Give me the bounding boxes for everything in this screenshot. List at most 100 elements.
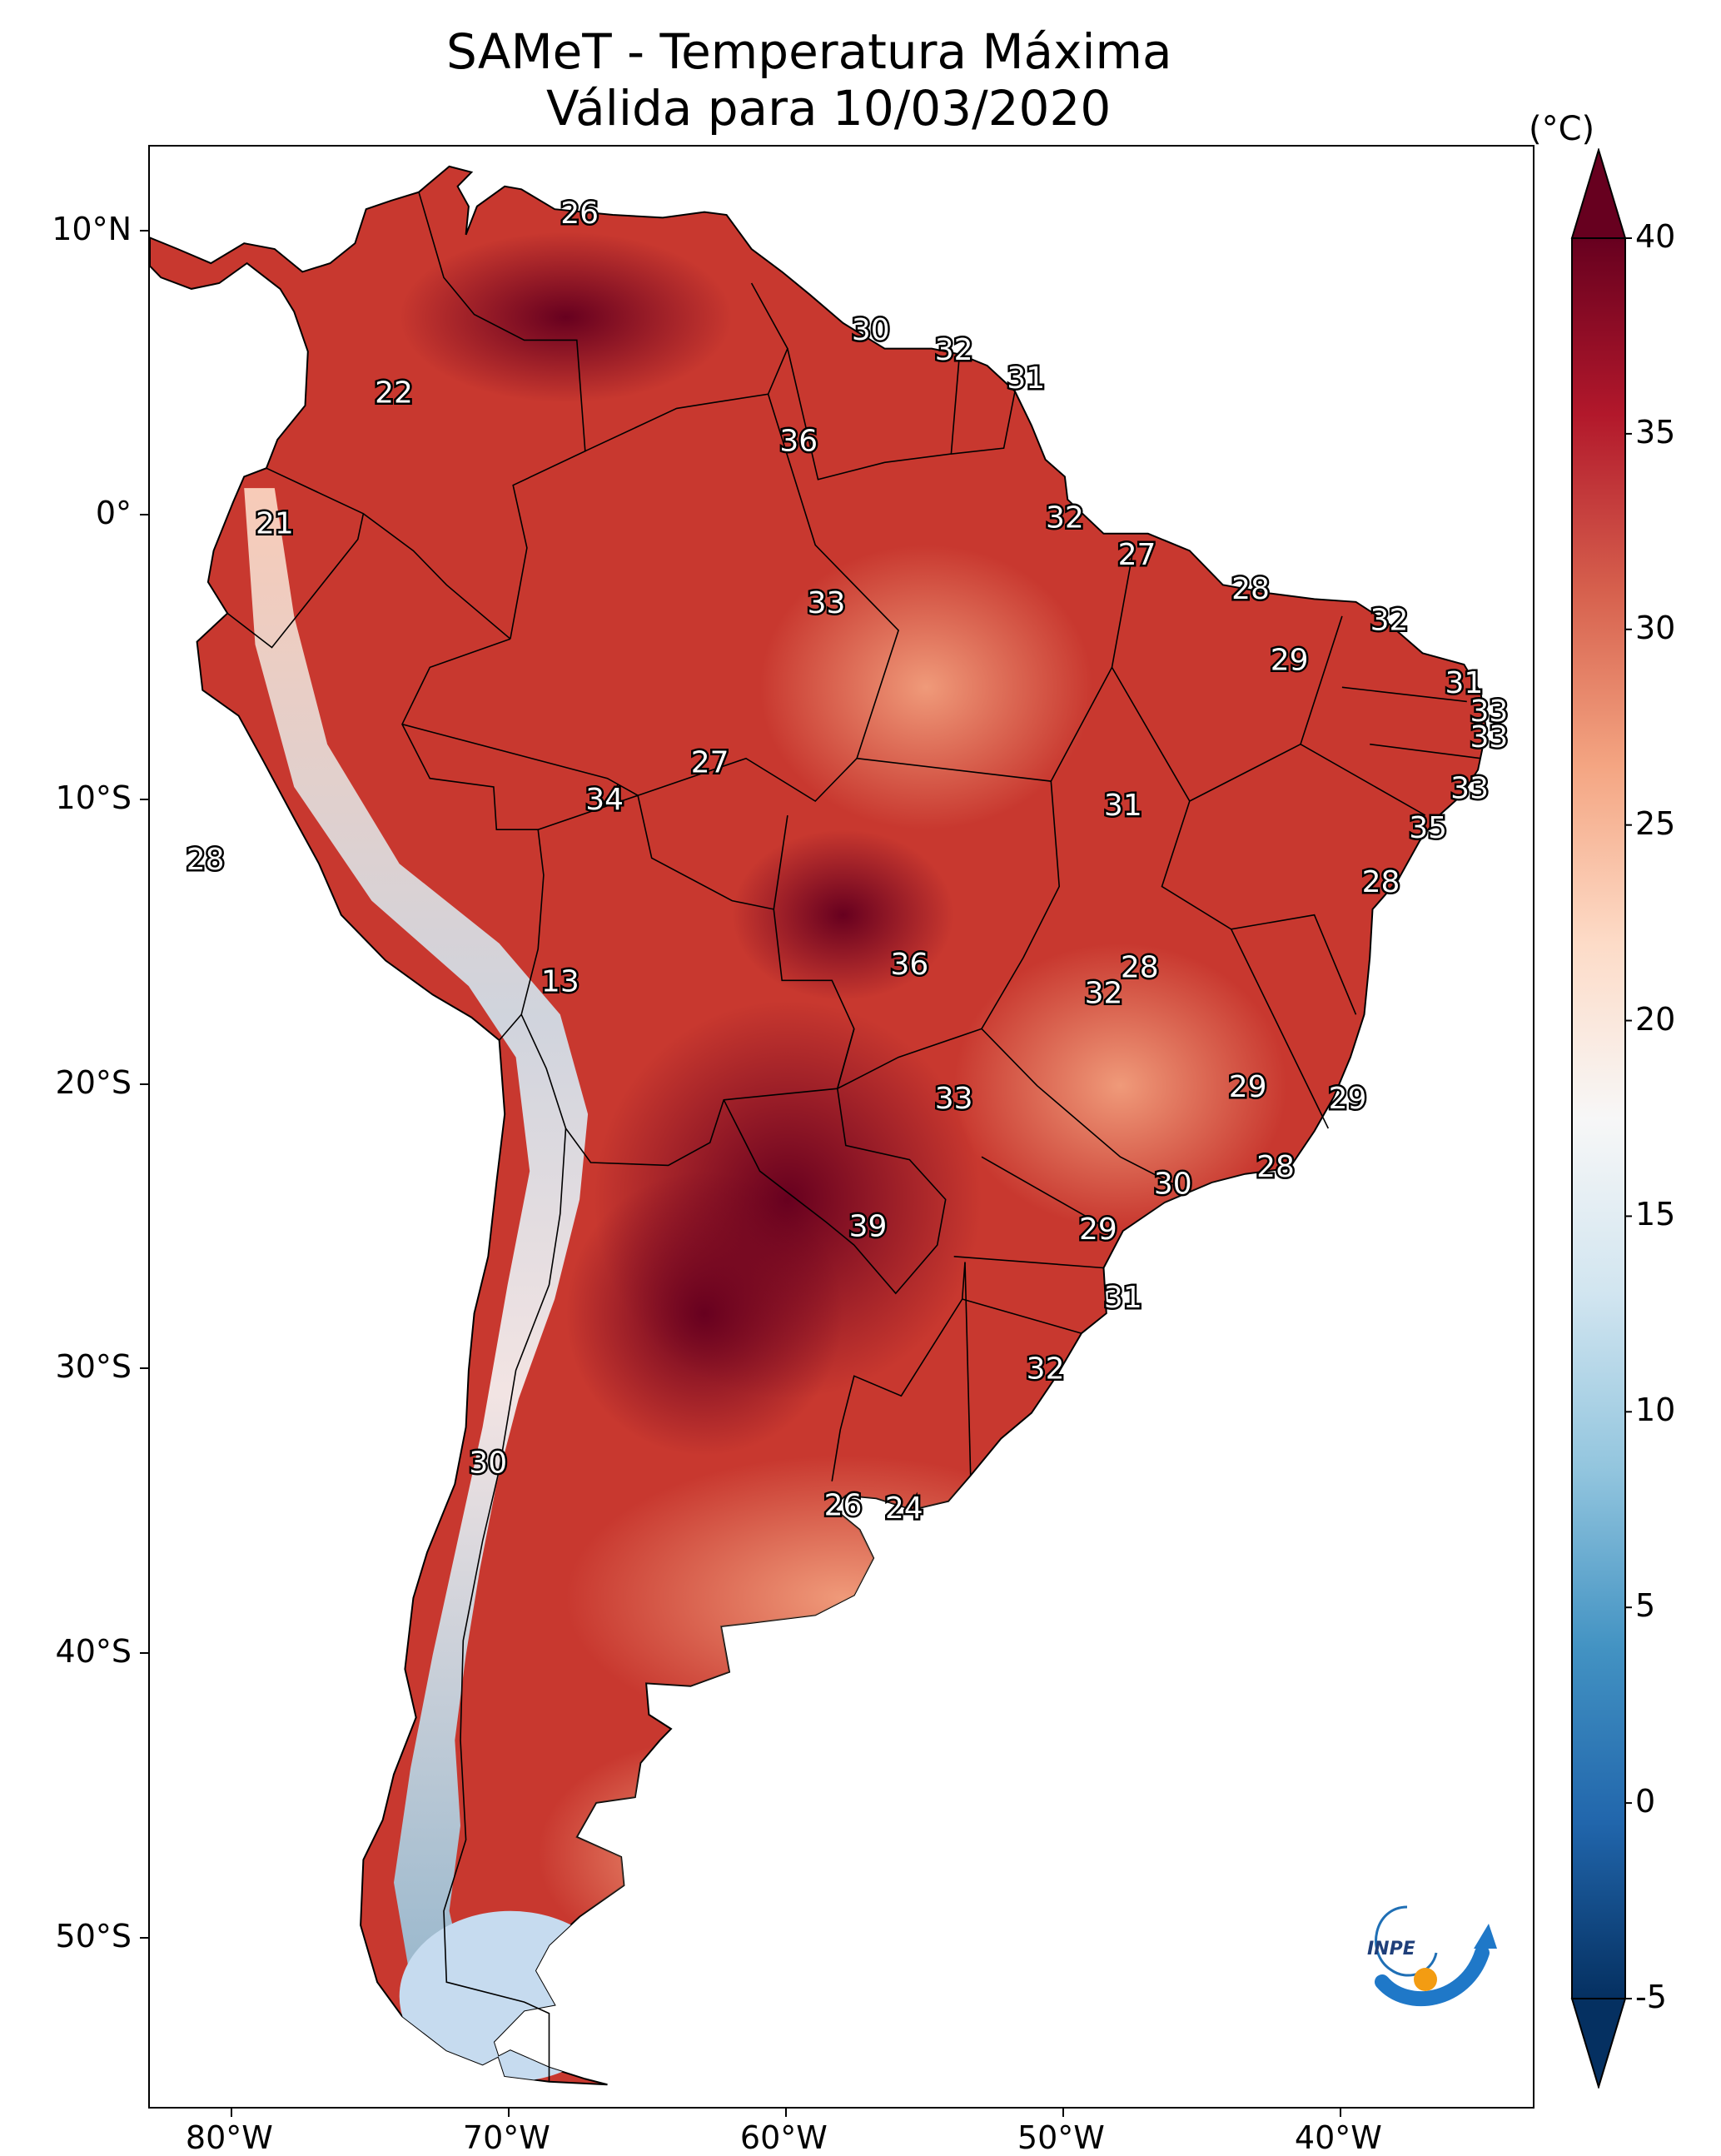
- temperature-label: 32: [935, 333, 973, 367]
- inpe-logo: INPE: [1367, 1905, 1497, 2007]
- temperature-label: 31: [1445, 666, 1484, 700]
- temperature-label: 27: [691, 746, 729, 780]
- temperature-label: 39: [849, 1210, 888, 1244]
- colorbar-tick-label: 5: [1635, 1587, 1656, 1625]
- x-tick-mark: [1339, 2109, 1341, 2117]
- border-line: [637, 757, 858, 803]
- border-line: [266, 467, 511, 640]
- temperature-label: 24: [885, 1491, 923, 1526]
- temperature-label: 28: [1231, 572, 1270, 606]
- border-line: [837, 1028, 855, 1089]
- colorbar-tick-label: 25: [1635, 804, 1676, 842]
- chart-subtitle: Válida para 10/03/2020: [546, 80, 1112, 137]
- temperature-label: 28: [187, 843, 225, 877]
- border-line: [723, 1088, 947, 1295]
- border-line: [584, 282, 788, 452]
- temperature-label: 22: [375, 376, 413, 410]
- temperature-label: 31: [1104, 789, 1142, 823]
- border-line: [418, 192, 586, 640]
- colorbar-min-extend: [1570, 1998, 1627, 2089]
- y-tick-label: 20°S: [55, 1063, 132, 1101]
- temperature-label: 36: [891, 948, 929, 982]
- temperature-label: 32: [1027, 1352, 1065, 1386]
- temperature-label: 29: [1329, 1082, 1367, 1116]
- x-tick-label: 60°W: [739, 2119, 828, 2156]
- x-tick-mark: [784, 2109, 787, 2117]
- temperature-label: 13: [541, 965, 579, 999]
- temperature-label: 33: [935, 1082, 973, 1116]
- x-tick-mark: [1062, 2109, 1064, 2117]
- temperature-label: 32: [1370, 604, 1409, 638]
- temperature-label: 31: [1007, 361, 1045, 396]
- border-line: [857, 545, 1135, 782]
- y-tick-mark: [140, 1083, 148, 1085]
- inpe-logo-text: INPE: [1367, 1939, 1415, 1959]
- temperature-label: 30: [852, 313, 890, 347]
- y-tick-label: 0°: [95, 495, 132, 532]
- colorbar-tick-label: 10: [1635, 1392, 1676, 1429]
- x-tick-mark: [507, 2109, 510, 2117]
- y-tick-mark: [140, 1936, 148, 1939]
- temperature-labels: 2630323122363221272833322931333327333134…: [184, 195, 1510, 1528]
- temperature-label: 28: [1362, 865, 1400, 899]
- border-line: [964, 1262, 972, 1476]
- colorbar-tick-label: 0: [1635, 1783, 1656, 1820]
- border-line: [1370, 743, 1481, 759]
- border-line: [1230, 929, 1330, 1129]
- colorbar-bar: [1571, 237, 1626, 1999]
- temperature-label: 36: [779, 424, 818, 458]
- colorbar-tick-label: 30: [1635, 609, 1676, 646]
- y-tick-label: 10°S: [55, 779, 132, 816]
- temperature-label: 33: [1450, 771, 1489, 805]
- border-line: [1111, 666, 1357, 1015]
- x-tick-label: 40°W: [1294, 2119, 1382, 2156]
- temperature-label: 28: [1256, 1150, 1295, 1184]
- colorbar-tick-label: 15: [1635, 1196, 1676, 1233]
- colorbar-unit: (°C): [1529, 110, 1595, 148]
- y-tick-mark: [140, 514, 148, 516]
- temperature-label: 31: [1104, 1281, 1142, 1315]
- temperature-label: 34: [585, 783, 624, 817]
- border-line: [981, 1156, 1107, 1229]
- temperature-label: 32: [1085, 976, 1123, 1010]
- temperature-label: 30: [469, 1446, 507, 1480]
- border-line: [767, 394, 900, 759]
- y-tick-mark: [140, 1652, 148, 1655]
- x-tick-label: 70°W: [462, 2119, 550, 2156]
- border-line: [837, 1028, 982, 1089]
- y-tick-label: 50°S: [55, 1917, 132, 1954]
- temperature-label: 33: [808, 586, 846, 620]
- border-line: [443, 1128, 567, 2082]
- temperature-label: 27: [1118, 538, 1156, 572]
- temperature-label: 29: [1079, 1212, 1117, 1247]
- border-line: [1341, 686, 1467, 703]
- border-line: [787, 348, 961, 480]
- temperature-label: 21: [256, 507, 294, 541]
- colorbar-tick-label: 40: [1635, 218, 1676, 255]
- map-panel: 26 30 32 31 22 36 32 21 27 28 33 32 29 31 33 33 27 33 31 34…: [148, 145, 1534, 2109]
- y-tick-label: 10°N: [52, 210, 132, 247]
- colorbar-tick-label: -5: [1635, 1979, 1667, 2015]
- border-line: [401, 638, 545, 1041]
- y-tick-mark: [140, 1367, 148, 1370]
- y-tick-mark: [140, 799, 148, 800]
- border-line: [962, 1298, 1082, 1334]
- border-line: [226, 513, 365, 649]
- map-svg: 2630323122363221272833322931333327333134…: [150, 165, 1510, 2086]
- border-line: [773, 814, 788, 910]
- temperature-label: 28: [1121, 951, 1159, 985]
- temperature-label: 29: [1271, 644, 1309, 678]
- y-tick-mark: [140, 229, 148, 232]
- temperature-label: 26: [824, 1489, 863, 1523]
- colorbar-tick-label: 20: [1635, 1000, 1676, 1038]
- colorbar-max-extend: [1570, 148, 1627, 239]
- border-line: [401, 723, 639, 796]
- temperature-label: 35: [1409, 811, 1447, 845]
- temperature-label: 29: [1229, 1070, 1267, 1104]
- y-tick-label: 30°S: [55, 1348, 132, 1386]
- temperature-label: 32: [1046, 501, 1084, 535]
- colorbar: [1570, 148, 1632, 2089]
- border-line: [831, 1262, 966, 1481]
- temperature-label: 26: [560, 197, 599, 231]
